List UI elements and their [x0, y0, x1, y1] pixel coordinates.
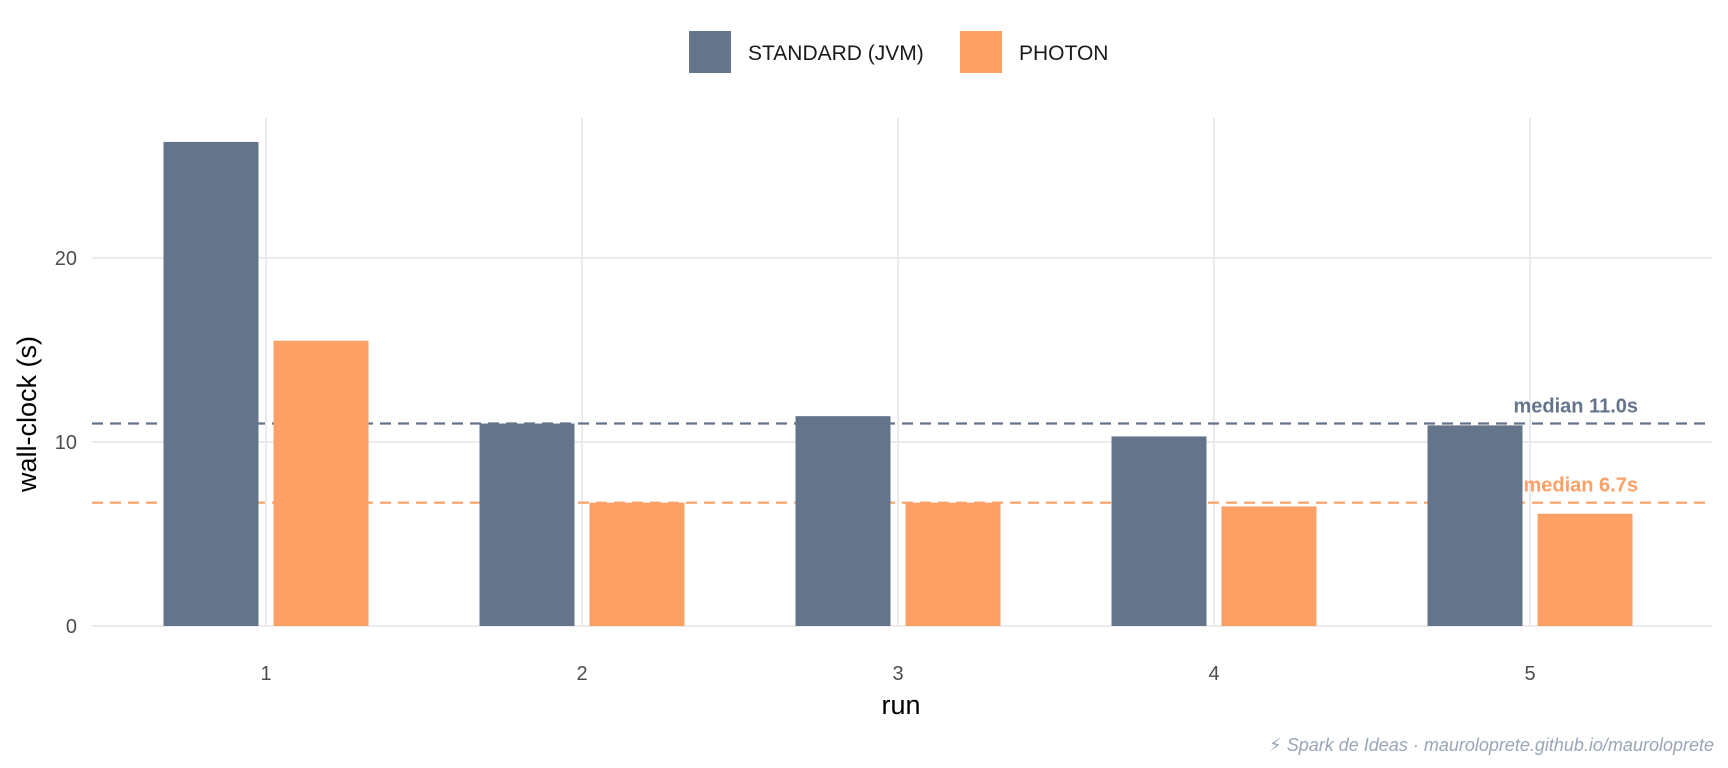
- bar: [1221, 506, 1317, 626]
- x-tick-label: 4: [1208, 663, 1219, 685]
- bar: [589, 502, 685, 626]
- y-axis-title: wall-clock (s): [12, 336, 42, 493]
- bar: [795, 416, 891, 626]
- legend-key: [689, 31, 731, 73]
- legend-label: PHOTON: [1019, 42, 1108, 65]
- source-credit: ⚡ Spark de Ideas · mauroloprete.github.i…: [1269, 735, 1714, 755]
- median-label: median 6.7s: [1523, 475, 1638, 497]
- bar: [905, 502, 1001, 626]
- legend-key: [960, 31, 1002, 73]
- median-labels: median 11.0s median 6.7s: [1513, 396, 1638, 497]
- bar: [1427, 425, 1523, 626]
- x-axis-title: run: [881, 690, 920, 720]
- bars: [163, 141, 1633, 626]
- x-tick-label: 3: [892, 663, 903, 685]
- legend: STANDARD (JVM) PHOTON: [689, 31, 1108, 73]
- bar: [273, 340, 369, 626]
- bar: [163, 141, 259, 626]
- bar: [1111, 436, 1207, 626]
- x-tick-label: 2: [576, 663, 587, 685]
- y-axis-ticks: 0 10 20: [55, 248, 77, 638]
- y-tick-label: 10: [55, 432, 77, 454]
- x-tick-label: 1: [260, 663, 271, 685]
- bar: [479, 423, 575, 626]
- legend-label: STANDARD (JVM): [748, 42, 924, 65]
- bar: [1537, 513, 1633, 626]
- y-tick-label: 20: [55, 248, 77, 270]
- median-label: median 11.0s: [1513, 396, 1638, 418]
- y-tick-label: 0: [66, 616, 77, 638]
- x-axis-ticks: 1 2 3 4 5: [260, 663, 1535, 685]
- x-tick-label: 5: [1524, 663, 1535, 685]
